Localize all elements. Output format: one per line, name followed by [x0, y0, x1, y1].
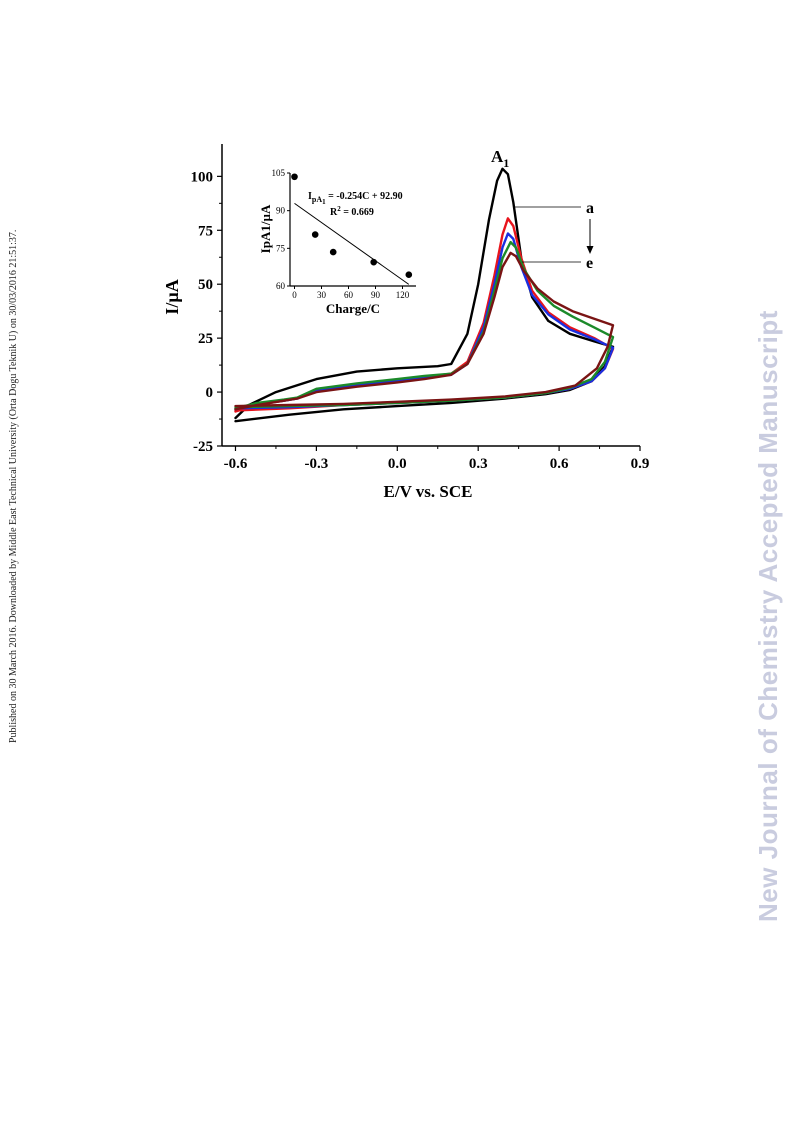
inset-point [291, 173, 298, 181]
inset-y-tick-label: 90 [276, 206, 286, 216]
peak-label: A1 [491, 147, 509, 170]
x-tick-label: 0.0 [388, 456, 407, 472]
peak-label-main: A [491, 147, 504, 166]
inset-points [291, 173, 413, 279]
fit-r2: R2 = 0.669 [330, 205, 374, 218]
x-tick-label: 0.6 [550, 456, 569, 472]
fit-equation-main: I [308, 191, 312, 202]
x-tick-label: -0.3 [305, 456, 329, 472]
main-axes: -25 0 25 50 75 100 -0.6 -0.3 0.0 0.3 0.6 0.9 [191, 144, 650, 472]
x-axis-label: E/V vs. SCE [384, 482, 473, 501]
inset-point [329, 248, 337, 256]
y-tick-label: 75 [198, 223, 213, 239]
peak-label-sub: 1 [503, 156, 509, 170]
cv-curve-c [234, 232, 615, 411]
fit-equation-rest: = -0.254C + 92.90 [326, 191, 403, 202]
y-tick-label: 0 [206, 385, 214, 401]
inset-axes: 60 75 90 105 0 30 60 90 120 [272, 168, 416, 300]
inset-y-tick-label: 60 [276, 281, 286, 291]
x-tick-label: -0.6 [224, 456, 248, 472]
fit-equation: IpA1 = -0.254C + 92.90 [308, 191, 403, 206]
inset-chart: 60 75 90 105 0 30 60 90 120 IpA1/µA Charge/C IpA… [258, 168, 416, 316]
y-tick-label: 100 [191, 169, 214, 185]
x-tick-label: 0.3 [469, 456, 488, 472]
inset-point [405, 271, 413, 279]
x-tick-label: 0.9 [631, 456, 650, 472]
y-axis-label: I/µA [162, 279, 182, 314]
y-tick-label: 50 [198, 277, 213, 293]
inset-y-axis-label: IpA1/µA [258, 204, 273, 253]
cv-curve-e [234, 251, 615, 411]
inset-x-tick-label: 60 [344, 290, 354, 300]
main-chart: -25 0 25 50 75 100 -0.6 -0.3 0.0 0.3 0.6 0.9 I/µA E… [162, 144, 649, 501]
inset-point [311, 231, 319, 238]
inset-y-tick-label: 75 [276, 243, 286, 253]
inset-x-tick-label: 120 [396, 290, 410, 300]
curve-label-a: a [586, 200, 594, 217]
inset-y-tick-label: 105 [272, 168, 286, 178]
y-tick-label: -25 [193, 439, 213, 455]
fit-line [294, 202, 410, 285]
curve-label-e: e [586, 255, 593, 272]
fit-r2-main: R [330, 207, 338, 218]
inset-x-tick-label: 90 [371, 290, 381, 300]
inset-x-tick-label: 0 [292, 290, 297, 300]
trend-arrow-head [586, 246, 594, 254]
fit-equation-subsub: 1 [322, 198, 326, 206]
inset-x-tick-label: 30 [317, 290, 327, 300]
cv-curve-b [234, 217, 615, 413]
cv-curves [234, 167, 615, 423]
inset-x-axis-label: Charge/C [326, 301, 380, 316]
fit-r2-rest: = 0.669 [341, 207, 374, 218]
fit-r2-sup: 2 [337, 205, 341, 213]
fit-equation-sub: pA [312, 195, 322, 204]
y-tick-label: 25 [198, 331, 213, 347]
